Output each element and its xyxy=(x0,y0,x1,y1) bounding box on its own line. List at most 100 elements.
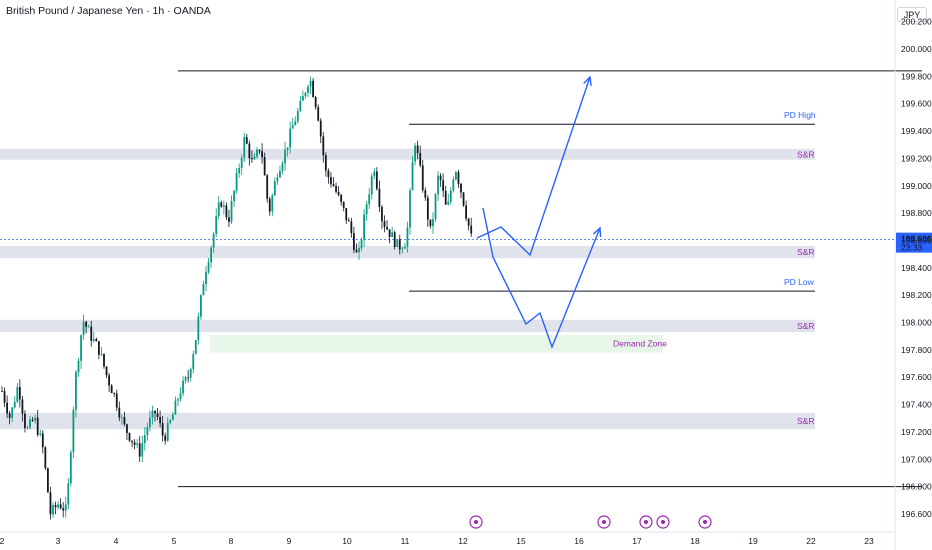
candle-body xyxy=(220,202,223,207)
candle-body xyxy=(169,420,172,423)
candle-body xyxy=(273,181,276,196)
candle-body xyxy=(240,157,243,169)
candle-body xyxy=(460,183,462,193)
candle-body xyxy=(421,165,424,191)
candle-body xyxy=(409,190,411,228)
candle-body xyxy=(271,195,274,212)
candle-body xyxy=(378,188,381,208)
candle-body xyxy=(138,443,141,457)
candle-body xyxy=(18,387,21,400)
candle-body xyxy=(266,175,269,199)
candle-body xyxy=(164,435,167,441)
candle-body xyxy=(222,205,225,207)
x-tick-label: 16 xyxy=(574,536,584,546)
candle-body xyxy=(31,419,34,421)
candle-body xyxy=(6,402,8,414)
candle-body xyxy=(200,295,202,317)
candle-body xyxy=(189,368,192,378)
candle-body xyxy=(85,321,88,327)
candle-body xyxy=(375,171,378,189)
candle-body xyxy=(404,246,406,249)
candle-body xyxy=(465,205,467,219)
candle-body xyxy=(312,80,314,98)
candle-body xyxy=(8,413,11,418)
candle-body xyxy=(309,80,312,87)
zone-label: S&R xyxy=(797,416,814,426)
zone-label: S&R xyxy=(797,321,814,331)
y-tick-label: 198.400 xyxy=(901,263,932,273)
price-axis: 196.600 196.800 197.000 197.200 197.400 197.6… xyxy=(894,0,932,550)
candle-body xyxy=(62,508,65,511)
candle-body xyxy=(52,505,54,515)
projection-arrowhead xyxy=(583,75,592,87)
candle-body xyxy=(462,192,465,206)
candle-body xyxy=(13,401,16,408)
candle-body xyxy=(115,393,118,408)
candle-body xyxy=(228,217,230,222)
candle-body xyxy=(177,399,179,401)
candle-body xyxy=(470,225,473,234)
zones-layer: S&R S&R S&R Demand Zone S&R xyxy=(0,148,815,430)
x-tick-label: 8 xyxy=(229,536,234,546)
y-tick-label: 197.000 xyxy=(901,454,932,464)
candle-body xyxy=(276,177,279,182)
y-tick-label: 199.800 xyxy=(901,71,932,81)
candle-body xyxy=(44,447,47,469)
candle-body xyxy=(314,97,317,108)
candle-body xyxy=(47,468,49,493)
candle-body xyxy=(34,417,37,421)
candle-body xyxy=(416,145,419,153)
candle-body xyxy=(146,427,149,436)
candle-body xyxy=(251,158,253,160)
demand-zone xyxy=(210,334,663,353)
candle-body xyxy=(215,216,218,234)
x-tick-label: 9 xyxy=(287,536,292,546)
candle-body xyxy=(212,233,215,248)
candle-body xyxy=(340,194,343,202)
candle-body xyxy=(261,151,263,158)
x-tick-label: 18 xyxy=(690,536,700,546)
y-tick-label: 200.200 xyxy=(901,17,932,27)
currency-button[interactable]: JPY xyxy=(897,7,927,22)
y-tick-label: 197.800 xyxy=(901,345,932,355)
candle-body xyxy=(268,198,271,212)
candle-body xyxy=(67,483,70,505)
candle-body xyxy=(358,248,360,253)
candle-body xyxy=(69,452,72,484)
candle-body xyxy=(197,316,200,341)
event-icon-dot xyxy=(644,520,648,524)
candle-body xyxy=(179,393,182,400)
candle-body xyxy=(335,185,337,192)
candle-body xyxy=(159,416,161,424)
projection-arrowhead xyxy=(592,226,602,238)
candle-body xyxy=(363,214,365,240)
candle-body xyxy=(455,172,457,180)
candle-body xyxy=(414,145,416,162)
candle-body xyxy=(365,204,368,215)
y-tick-label: 200.000 xyxy=(901,44,932,54)
candle-body xyxy=(324,155,327,171)
level-label: PD Low xyxy=(784,277,815,287)
projection-path xyxy=(476,76,591,257)
candle-body xyxy=(317,107,320,121)
y-tick-label: 196.800 xyxy=(901,482,932,492)
candle-body xyxy=(330,177,332,185)
candle-body xyxy=(207,262,210,272)
x-tick-label: 4 xyxy=(114,536,119,546)
price-badge xyxy=(896,232,932,253)
candle-body xyxy=(434,194,437,220)
candle-body xyxy=(118,407,121,418)
candle-body xyxy=(184,377,187,381)
candle-body xyxy=(322,136,325,156)
time-axis: 2 3 4 5 8 9 10 11 12 15 16 17 18 19 22 23 xyxy=(0,531,895,546)
candle-body xyxy=(105,366,108,376)
y-tick-label: 197.400 xyxy=(901,400,932,410)
candle-body xyxy=(36,417,39,435)
zone-label: S&R xyxy=(797,247,814,257)
candle-body xyxy=(449,190,452,202)
candle-body xyxy=(401,248,404,250)
candle-body xyxy=(75,372,77,410)
